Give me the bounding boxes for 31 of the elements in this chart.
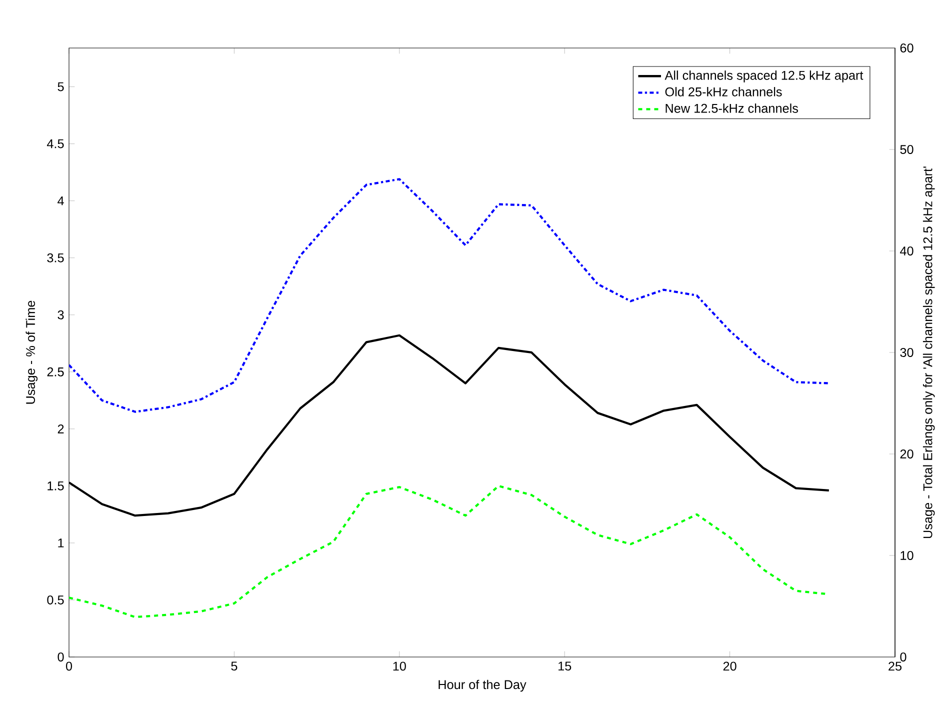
- y-tick-label: 4: [58, 196, 64, 206]
- y-axis-title: Usage - % of Time: [26, 300, 38, 404]
- legend-label: Old 25-kHz channels: [665, 87, 782, 96]
- x-tick-label: 5: [231, 662, 238, 671]
- y2-tick-label: 10: [900, 551, 914, 560]
- y2-axis-title: Usage - Total Erlangs only for 'All channels spaced 12.5 kHz apart': [922, 166, 935, 538]
- y2-tick-label: 30: [900, 348, 914, 357]
- line-series: [69, 178, 830, 413]
- y2-tick-label: 0: [900, 652, 906, 662]
- y-tick-label: 5: [58, 82, 64, 92]
- y-tick-label: 3: [58, 310, 64, 320]
- y-tick-label: 0.5: [47, 595, 64, 604]
- y2-tick-label: 60: [900, 44, 914, 52]
- y2-tick-label: 50: [900, 145, 914, 154]
- y2-tick-label: 40: [900, 246, 914, 256]
- y-tick-label: 0: [58, 652, 64, 662]
- y-tick-label: 2.5: [47, 367, 64, 376]
- legend-label: All channels spaced 12.5 kHz apart: [664, 70, 864, 82]
- x-tick-label: 25: [888, 662, 902, 671]
- y-tick-label: 2: [58, 424, 64, 434]
- x-tick-label: 15: [558, 662, 572, 671]
- y-tick-label: 4.5: [46, 139, 64, 148]
- x-tick-label: 10: [393, 662, 406, 671]
- y2-tick-label: 20: [900, 450, 914, 458]
- y-tick-label: 1.5: [48, 481, 64, 490]
- y-tick-label: 1: [58, 538, 64, 548]
- y-tick-label: 3.5: [47, 253, 64, 262]
- legend-label: New 12.5-kHz channels: [666, 104, 798, 113]
- x-tick-label: 0: [66, 662, 72, 671]
- x-tick-label: 20: [723, 662, 736, 671]
- x-axis-title: Hour of the Day: [438, 680, 526, 692]
